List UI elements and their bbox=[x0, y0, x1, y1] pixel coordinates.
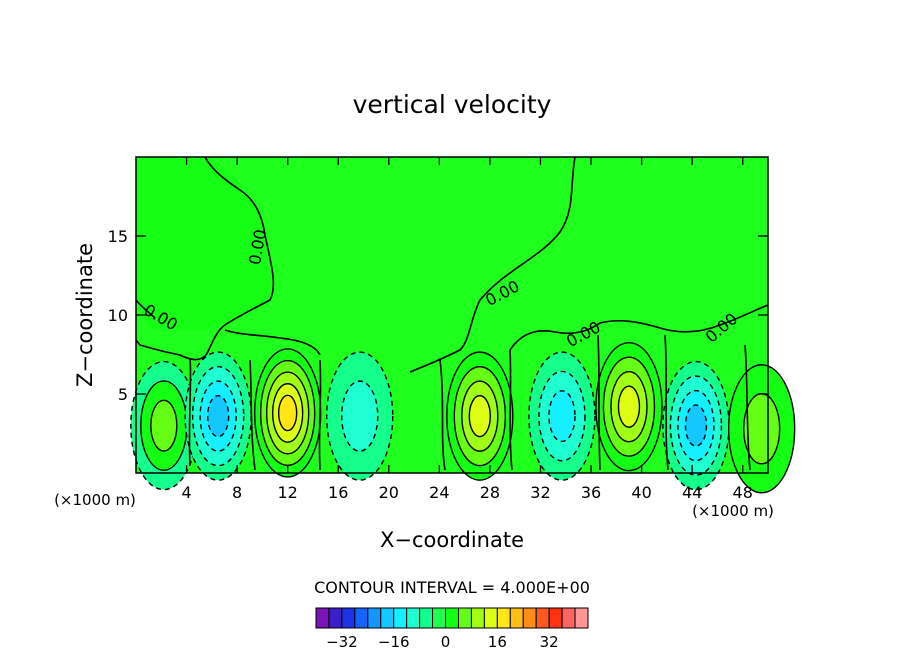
colorbar-swatch bbox=[393, 607, 408, 629]
y-axis: 5 10 15 bbox=[108, 227, 768, 404]
colorbar-swatch bbox=[509, 607, 524, 629]
x-tick-label: 4 bbox=[181, 483, 191, 502]
cells-layer bbox=[130, 341, 796, 494]
colorbar-swatch bbox=[574, 607, 589, 629]
x-axis-label: X−coordinate bbox=[380, 528, 524, 552]
colorbar-swatch bbox=[432, 607, 447, 629]
zero-contour-middle bbox=[409, 156, 576, 373]
zero-contour-right bbox=[509, 304, 769, 351]
y-tick-label: 10 bbox=[108, 306, 128, 325]
colorbar-tick-label: −16 bbox=[378, 633, 410, 651]
colorbar-swatch bbox=[315, 607, 330, 629]
colorbar-swatch bbox=[380, 607, 395, 629]
colorbar-swatch bbox=[535, 607, 550, 629]
colorbar-swatch bbox=[457, 607, 472, 629]
x-tick-label: 40 bbox=[631, 483, 651, 502]
colorbar-swatch bbox=[341, 607, 356, 629]
y-axis-label: Z−coordinate bbox=[73, 243, 97, 387]
contour-cell-5-level-2 bbox=[548, 390, 576, 443]
x-unit-right: (×1000 m) bbox=[692, 502, 774, 520]
chart-title: vertical velocity bbox=[353, 90, 552, 119]
colorbar-swatch bbox=[406, 607, 421, 629]
colorbar-swatch bbox=[483, 607, 498, 629]
contour-cell-7-level-3 bbox=[684, 404, 708, 447]
contour-cell-3-level-1 bbox=[341, 380, 379, 452]
x-tick-label: 28 bbox=[480, 483, 500, 502]
colorbar-swatch bbox=[354, 607, 369, 629]
x-tick-label: 36 bbox=[581, 483, 601, 502]
colorbar-tick-label: −32 bbox=[326, 633, 358, 651]
x-axis: 4 8 12 16 20 24 28 32 36 40 44 48 bbox=[181, 157, 753, 502]
contour-cell-2-level-4 bbox=[277, 394, 298, 432]
x-tick-label: 44 bbox=[682, 483, 702, 502]
colorbar-tick-label: 16 bbox=[488, 633, 507, 651]
contour-cell-6-level-3 bbox=[617, 385, 641, 428]
x-unit-left: (×1000 m) bbox=[54, 491, 136, 509]
colorbar-ticks: −32 −16 0 16 32 bbox=[326, 633, 559, 651]
zero-contour-upper-left bbox=[135, 156, 275, 361]
contour-interval-label: CONTOUR INTERVAL = 4.000E+00 bbox=[314, 578, 590, 597]
y-tick-label: 15 bbox=[108, 227, 128, 246]
y-tick-label: 5 bbox=[118, 385, 128, 404]
colorbar-swatch bbox=[496, 607, 511, 629]
x-tick-label: 20 bbox=[379, 483, 399, 502]
colorbar-swatch bbox=[561, 607, 576, 629]
colorbar-swatch bbox=[548, 607, 563, 629]
zero-contour-base-a bbox=[188, 334, 751, 471]
colorbar-tick-label: 0 bbox=[441, 633, 451, 651]
x-tick-label: 24 bbox=[429, 483, 449, 502]
zero-contours bbox=[135, 156, 769, 471]
colorbar-tick-label: 32 bbox=[540, 633, 559, 651]
x-tick-label: 32 bbox=[530, 483, 550, 502]
zero-contour-ridge bbox=[135, 299, 321, 356]
colorbar-swatch bbox=[419, 607, 434, 629]
contour-cell-0-level-2 bbox=[150, 399, 178, 452]
colorbar-swatch bbox=[522, 607, 537, 629]
colorbar-swatch bbox=[367, 607, 382, 629]
colorbar-swatch bbox=[470, 607, 485, 629]
x-tick-label: 8 bbox=[232, 483, 242, 502]
contour-cell-1-level-3 bbox=[206, 394, 230, 438]
contour-cell-4-level-3 bbox=[468, 394, 492, 438]
x-tick-label: 48 bbox=[733, 483, 753, 502]
colorbar-swatch bbox=[328, 607, 343, 629]
upper-field bbox=[136, 157, 272, 330]
colorbar bbox=[315, 607, 589, 629]
x-tick-label: 12 bbox=[278, 483, 298, 502]
colorbar-swatch bbox=[445, 607, 459, 629]
plot-area: 0.00 0.00 0.00 0.00 0.00 bbox=[130, 156, 796, 494]
x-tick-label: 16 bbox=[328, 483, 348, 502]
